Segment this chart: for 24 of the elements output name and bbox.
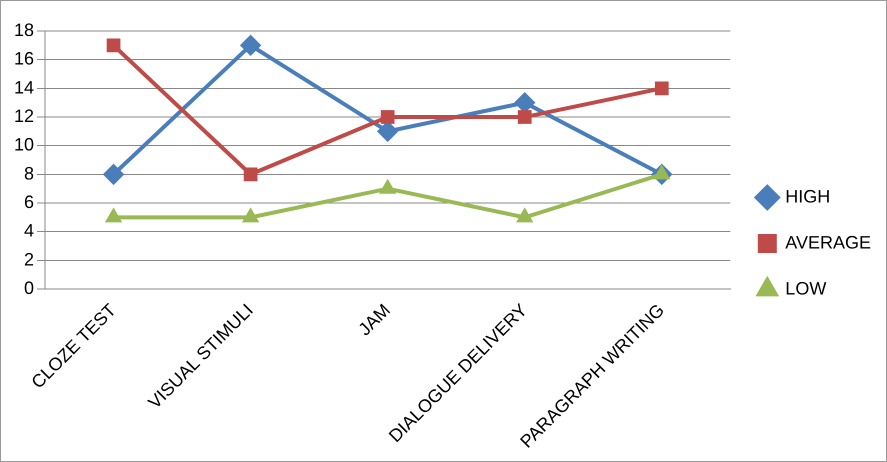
y-tick-label: 6 xyxy=(24,192,34,212)
point xyxy=(380,110,395,124)
legend-label: LOW xyxy=(785,278,826,298)
y-tick-label: 2 xyxy=(24,249,34,270)
point xyxy=(242,208,259,222)
point xyxy=(106,38,120,52)
y-tick-label: 0 xyxy=(24,278,34,298)
point xyxy=(244,168,258,182)
point xyxy=(379,179,396,194)
point xyxy=(516,208,534,222)
y-tick-label: 10 xyxy=(14,134,34,155)
y-tick-label: 14 xyxy=(14,77,34,98)
y-tick-label: 16 xyxy=(14,48,34,69)
point xyxy=(654,81,669,96)
y-tick-label: 18 xyxy=(14,20,34,40)
point xyxy=(240,34,262,56)
point xyxy=(518,110,532,124)
y-tick-label: 4 xyxy=(24,220,34,241)
point xyxy=(103,164,124,185)
point xyxy=(105,208,122,222)
y-tick-label: 12 xyxy=(14,106,34,126)
legend-label: AVERAGE xyxy=(785,232,872,252)
y-tick-label: 8 xyxy=(24,163,34,184)
legend-label: HIGH xyxy=(785,186,830,206)
